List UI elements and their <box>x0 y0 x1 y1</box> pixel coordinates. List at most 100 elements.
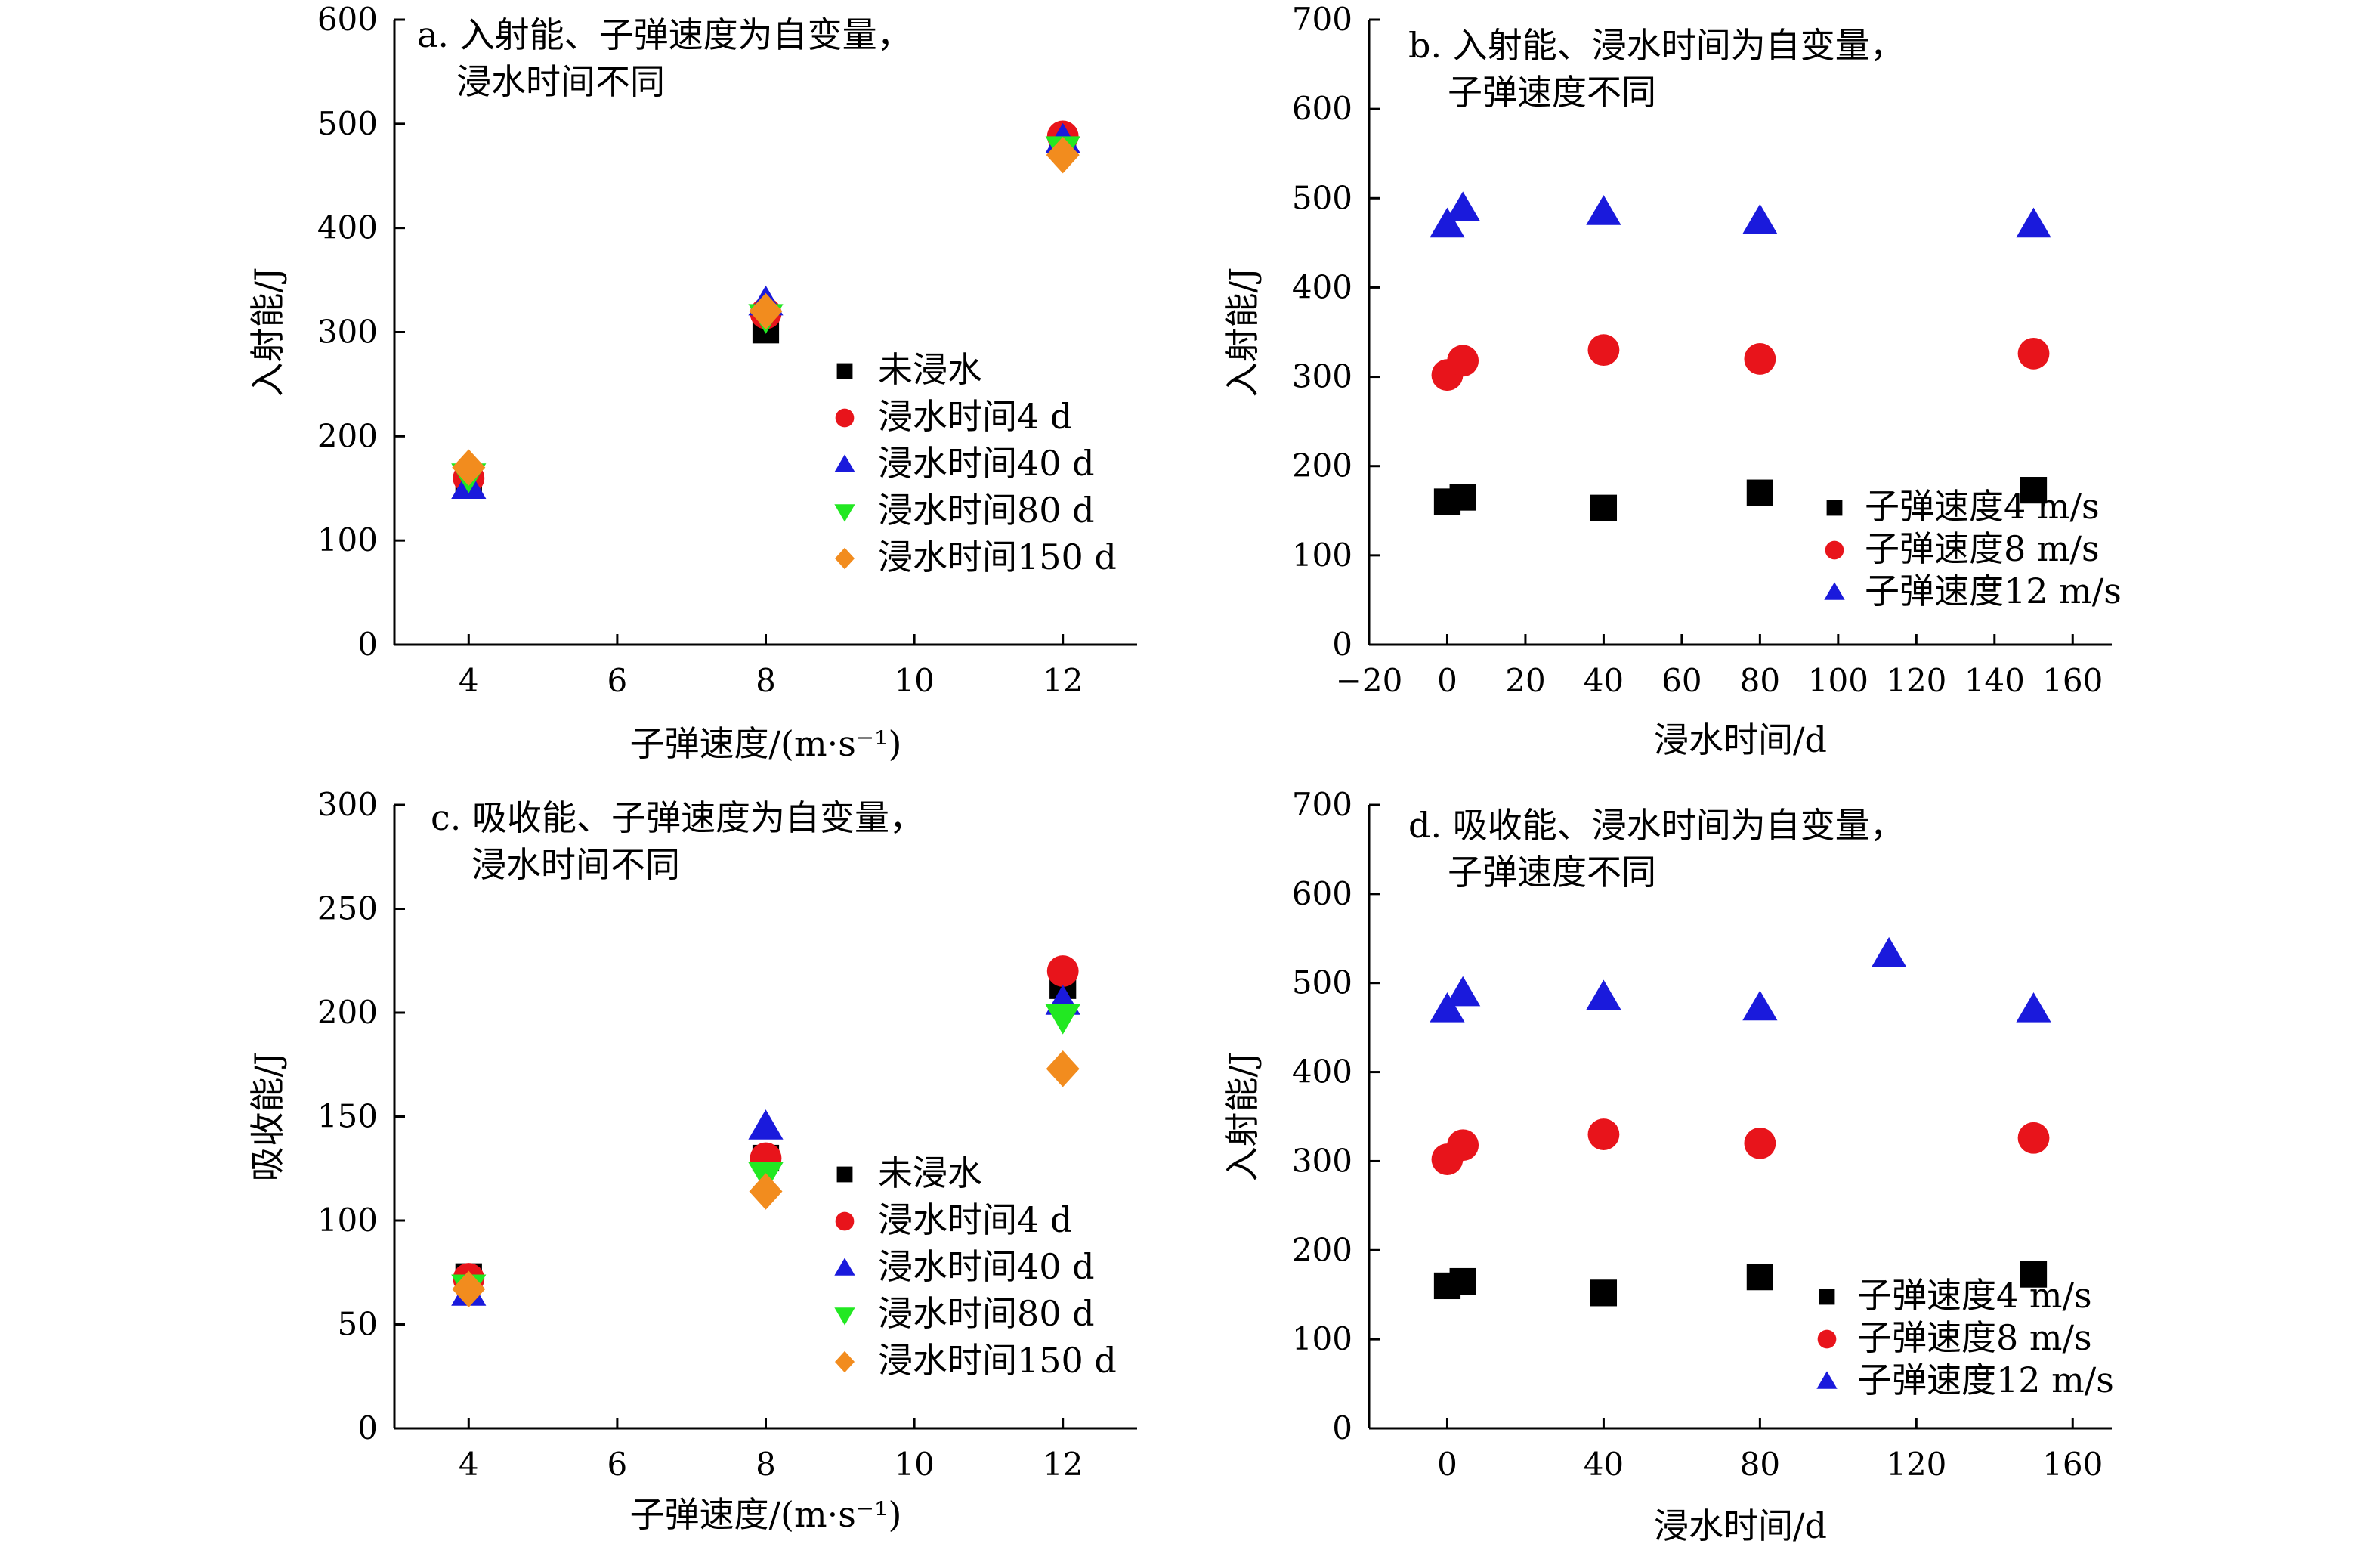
y-tick-label: 150 <box>317 1098 378 1135</box>
data-point <box>1742 203 1778 234</box>
panel-annotation-line: 浸水时间不同 <box>456 61 665 102</box>
data-point <box>1586 195 1621 225</box>
legend-label: 子弹速度12 m/s <box>1865 571 2122 611</box>
legend-marker <box>835 408 855 428</box>
panel-annotation-line: b. 入射能、浸水时间为自变量， <box>1408 25 1905 66</box>
legend-marker <box>834 454 855 472</box>
data-point <box>1744 1127 1776 1159</box>
data-point <box>2017 1122 2050 1154</box>
y-tick-label: 100 <box>317 1202 378 1239</box>
data-point <box>1045 1004 1080 1035</box>
legend-label: 未浸水 <box>878 1152 982 1193</box>
legend-marker <box>836 363 853 379</box>
y-tick-label: 700 <box>1292 1 1352 38</box>
legend-label: 浸水时间80 d <box>878 490 1095 531</box>
legend-label: 未浸水 <box>878 349 982 390</box>
x-tick-label: 80 <box>1740 662 1780 699</box>
data-point <box>1872 936 1907 967</box>
x-tick-label: 12 <box>1043 1446 1083 1483</box>
x-tick-label: 10 <box>894 1446 934 1483</box>
legend-label: 子弹速度12 m/s <box>1857 1360 2114 1400</box>
x-tick-label: −20 <box>1336 662 1403 699</box>
legend-marker <box>1819 1289 1835 1305</box>
data-point <box>1430 992 1465 1023</box>
x-tick-label: 10 <box>894 662 934 699</box>
data-point <box>748 1109 784 1140</box>
x-tick-label: 4 <box>459 1446 479 1483</box>
y-tick-label: 250 <box>317 890 378 927</box>
legend-marker <box>834 1258 855 1276</box>
y-tick-label: 400 <box>1292 1053 1352 1091</box>
x-tick-label: 120 <box>1886 1446 1946 1483</box>
series-1 <box>1433 477 2048 521</box>
series-5 <box>452 136 1080 486</box>
legend-marker <box>1826 500 1843 516</box>
data-point <box>1590 494 1618 521</box>
x-tick-label: 120 <box>1886 662 1946 699</box>
data-point <box>1445 976 1481 1007</box>
legend-marker <box>835 1211 855 1231</box>
series-1 <box>1433 1261 2048 1307</box>
x-tick-label: 0 <box>1437 662 1457 699</box>
data-point <box>1447 345 1479 377</box>
x-tick-label: 100 <box>1808 662 1868 699</box>
y-tick-label: 500 <box>1292 179 1352 216</box>
data-point <box>1587 1118 1620 1150</box>
legend-marker <box>834 504 855 522</box>
y-tick-label: 500 <box>317 105 378 142</box>
data-point <box>749 292 783 330</box>
data-point <box>1046 1050 1080 1087</box>
data-point <box>452 1270 486 1307</box>
panel-annotation-line: a. 入射能、子弹速度为自变量， <box>417 14 912 55</box>
legend-marker <box>1825 540 1844 560</box>
x-tick-label: 160 <box>2042 662 2103 699</box>
data-point <box>749 1173 783 1210</box>
y-tick-label: 0 <box>357 626 378 663</box>
y-tick-label: 400 <box>317 209 378 246</box>
x-axis-label: 浸水时间/d <box>1654 1505 1827 1546</box>
legend-label: 浸水时间40 d <box>878 443 1095 484</box>
data-point <box>452 449 486 486</box>
data-point <box>1744 343 1776 375</box>
x-tick-label: 0 <box>1437 1446 1457 1483</box>
data-point <box>1742 990 1778 1021</box>
y-tick-label: 50 <box>338 1306 378 1343</box>
y-tick-label: 200 <box>317 417 378 454</box>
data-point <box>1590 1279 1618 1307</box>
y-axis-label: 入射能/J <box>1222 1052 1263 1182</box>
x-tick-label: 40 <box>1584 662 1624 699</box>
legend-marker <box>834 1307 855 1326</box>
y-axis-label: 入射能/J <box>1222 268 1263 398</box>
data-point <box>2017 337 2050 370</box>
legend-label: 子弹速度4 m/s <box>1865 486 2100 527</box>
x-tick-label: 8 <box>756 662 776 699</box>
y-tick-label: 300 <box>317 314 378 351</box>
data-point <box>2016 992 2051 1023</box>
y-tick-label: 600 <box>1292 875 1352 912</box>
data-point <box>1447 1129 1479 1162</box>
y-tick-label: 100 <box>317 521 378 558</box>
legend-marker <box>836 1166 853 1183</box>
panel-annotation-line: 子弹速度不同 <box>1448 72 1656 113</box>
legend-label: 浸水时间4 d <box>878 1199 1072 1240</box>
series-3 <box>1430 936 2051 1023</box>
data-point <box>1445 191 1481 221</box>
panel-a: 0 100 200 300 400 500 600 4 6 8 10 12 子弹速度/(m·s⁻¹) 入射… <box>247 1 1137 764</box>
x-tick-label: 60 <box>1661 662 1702 699</box>
x-tick-label: 140 <box>1964 662 2025 699</box>
data-point <box>1449 1267 1476 1295</box>
x-tick-label: 8 <box>756 1446 776 1483</box>
legend-label: 子弹速度8 m/s <box>1857 1317 2092 1358</box>
x-tick-label: 80 <box>1740 1446 1780 1483</box>
data-point <box>1430 207 1465 238</box>
data-point <box>2020 477 2048 504</box>
panel-annotation-line: 子弹速度不同 <box>1448 852 1656 893</box>
x-tick-label: 40 <box>1584 1446 1624 1483</box>
y-tick-label: 600 <box>1292 90 1352 127</box>
panel-annotation-line: c. 吸收能、子弹速度为自变量， <box>431 797 924 838</box>
